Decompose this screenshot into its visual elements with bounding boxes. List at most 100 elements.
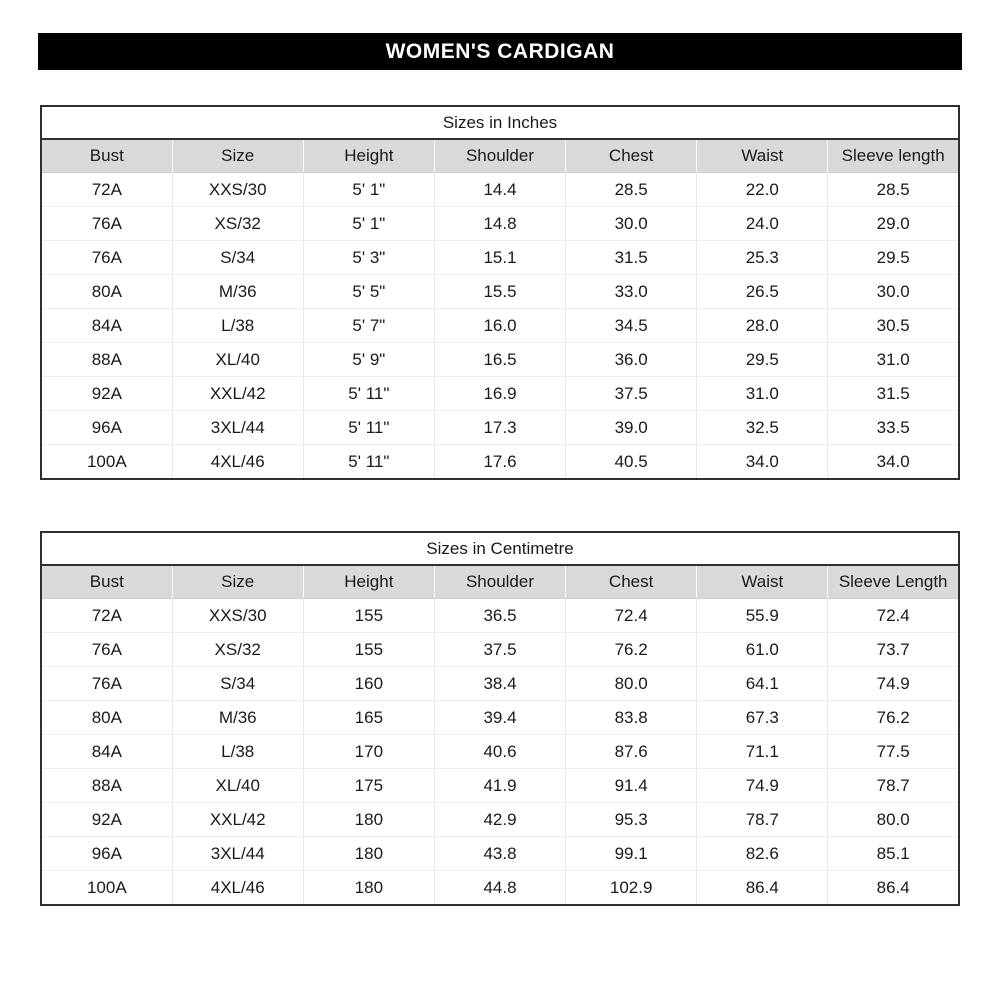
table-cell: 39.4 [434, 700, 567, 735]
table-cell: XXS/30 [172, 172, 304, 207]
table-cell: 28.5 [565, 172, 698, 207]
table-cell: S/34 [172, 666, 304, 701]
column-header: Height [303, 139, 435, 173]
table-cell: 28.0 [696, 308, 829, 343]
table-cell: 73.7 [827, 632, 959, 667]
table-cell: M/36 [172, 274, 304, 309]
table-cell: 80A [41, 700, 173, 735]
table-cell: 96A [41, 410, 173, 445]
table-cell: 72A [41, 598, 173, 633]
table-cell: 5' 1" [303, 206, 435, 241]
table-cell: S/34 [172, 240, 304, 275]
table-cell: 92A [41, 802, 173, 837]
table-cell: 76A [41, 240, 173, 275]
table-row: 88A XL/40 175 41.9 91.4 74.9 78.7 [41, 768, 959, 803]
table-cell: 5' 7" [303, 308, 435, 343]
table-row: 100A 4XL/46 5' 11" 17.6 40.5 34.0 34.0 [41, 444, 959, 479]
table-cell: 76A [41, 632, 173, 667]
table-cell: 36.5 [434, 598, 567, 633]
table-cell: 5' 3" [303, 240, 435, 275]
column-header: Waist [696, 139, 829, 173]
table-cell: 30.0 [827, 274, 959, 309]
table-cell: 3XL/44 [172, 836, 304, 871]
column-header: Chest [565, 139, 698, 173]
table-cell: 26.5 [696, 274, 829, 309]
table-cell: 72.4 [565, 598, 698, 633]
table-cell: 41.9 [434, 768, 567, 803]
table-cell: 88A [41, 768, 173, 803]
table-cell: 155 [303, 598, 435, 633]
table-title: Sizes in Centimetre [41, 532, 959, 566]
table-cell: 92A [41, 376, 173, 411]
table-cell: 4XL/46 [172, 870, 304, 905]
table-cell: 42.9 [434, 802, 567, 837]
table-cell: 33.0 [565, 274, 698, 309]
table-cell: 5' 9" [303, 342, 435, 377]
table-cell: 4XL/46 [172, 444, 304, 479]
table-cell: 15.1 [434, 240, 567, 275]
table-row: 72A XXS/30 155 36.5 72.4 55.9 72.4 [41, 598, 959, 633]
table-cell: 5' 1" [303, 172, 435, 207]
column-header: Chest [565, 565, 698, 599]
table-cell: 31.0 [696, 376, 829, 411]
table-cell: 22.0 [696, 172, 829, 207]
column-header: Bust [41, 565, 173, 599]
table-cell: 31.5 [827, 376, 959, 411]
table-cell: 34.0 [696, 444, 829, 479]
table-cell: 160 [303, 666, 435, 701]
sizes-inches-table: Sizes in Inches Bust Size Height Shoulder Ch… [40, 105, 960, 480]
table-row: 96A 3XL/44 5' 11" 17.3 39.0 32.5 33.5 [41, 410, 959, 445]
table-cell: 86.4 [876, 877, 910, 897]
table-row: 72A XXS/30 5' 1" 14.4 28.5 22.0 28.5 [41, 172, 959, 207]
column-header: Sleeve length [827, 139, 959, 173]
sizes-centimetre-table: Sizes in Centimetre Bust Size Height Should… [40, 531, 960, 906]
column-header: Shoulder [434, 565, 567, 599]
table-cell: 33.5 [827, 410, 959, 445]
table-cell: 88A [41, 342, 173, 377]
table-cell: XL/40 [172, 768, 304, 803]
table-cell: 74.9 [696, 768, 829, 803]
table-cell: 102.9 [565, 870, 698, 905]
table-cell: 5' 11" [303, 410, 435, 445]
table-cell: 34.5 [565, 308, 698, 343]
column-header: Bust [41, 139, 173, 173]
table-cell: 5' 5" [303, 274, 435, 309]
table-cell: 16.0 [434, 308, 567, 343]
table-row: 96A 3XL/44 180 43.8 99.1 82.6 85.1 [41, 836, 959, 871]
table-title-row: Sizes in Inches [41, 106, 959, 140]
table-row: 92A XXL/42 180 42.9 95.3 78.7 80.0 [41, 802, 959, 837]
table-cell: 31.0 [827, 342, 959, 377]
table-cell: 67.3 [696, 700, 829, 735]
table-row: 76A S/34 160 38.4 80.0 64.1 74.9 [41, 666, 959, 701]
table-cell: 82.6 [696, 836, 829, 871]
table-cell: XS/32 [172, 632, 304, 667]
table-row: 76A XS/32 155 37.5 76.2 61.0 73.7 [41, 632, 959, 667]
table-cell: XXL/42 [172, 802, 304, 837]
table-row: 80A M/36 165 39.4 83.8 67.3 76.2 [41, 700, 959, 735]
table-cell: 100A [41, 444, 173, 479]
table-cell: XL/40 [172, 342, 304, 377]
table-row: 92A XXL/42 5' 11" 16.9 37.5 31.0 31.5 [41, 376, 959, 411]
table-cell: 72.4 [827, 598, 959, 633]
table-row: 80A M/36 5' 5" 15.5 33.0 26.5 30.0 [41, 274, 959, 309]
column-header: Height [303, 565, 435, 599]
table-cell: 25.3 [696, 240, 829, 275]
table-row: 88A XL/40 5' 9" 16.5 36.0 29.5 31.0 [41, 342, 959, 377]
table-cell: 40.5 [565, 444, 698, 479]
table-body: 72A XXS/30 5' 1" 14.4 28.5 22.0 28.5 76A XS/32 5'… [41, 172, 959, 479]
table-cell: 14.8 [434, 206, 567, 241]
table-cell: 16.9 [434, 376, 567, 411]
table-cell: 29.0 [827, 206, 959, 241]
table-cell: XXL/42 [172, 376, 304, 411]
table-cell: L/38 [172, 308, 304, 343]
table-cell: 43.8 [434, 836, 567, 871]
table-cell: 64.1 [696, 666, 829, 701]
table-cell: 29.5 [827, 240, 959, 275]
table-cell: 44.8 [434, 870, 567, 905]
table-cell: 76.2 [565, 632, 698, 667]
column-header: Sleeve Length [827, 565, 959, 599]
table-cell: 39.0 [565, 410, 698, 445]
table-cell: 165 [303, 700, 435, 735]
table-header-row: Bust Size Height Shoulder Chest Waist Sleeve l… [41, 139, 959, 173]
